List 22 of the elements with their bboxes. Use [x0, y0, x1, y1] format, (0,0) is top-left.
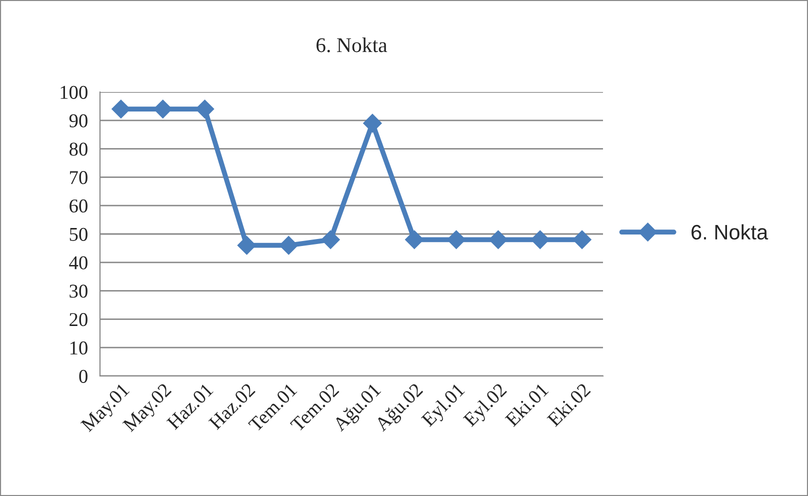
point: [195, 100, 214, 118]
y-tick-label: 50: [70, 228, 88, 241]
point: [530, 230, 550, 250]
y-tick-label: 40: [69, 256, 88, 270]
legend-label: 6. Nokta: [692, 224, 768, 240]
chart-title: 6. Nokta: [316, 38, 388, 52]
point: [112, 100, 130, 118]
y-tick-label: 10: [70, 341, 88, 355]
y-tick-label: 30: [70, 284, 88, 298]
point: [154, 100, 172, 118]
y-tick-label: 100: [60, 86, 88, 99]
y-tick-label: 90: [69, 114, 88, 128]
y-tick-label: 0: [79, 370, 88, 383]
point: [363, 114, 382, 133]
y-tick-label: 60: [70, 199, 88, 213]
point: [279, 236, 298, 255]
y-tick-label: 80: [69, 142, 88, 156]
point: [321, 230, 340, 250]
y-tick-label: 20: [70, 313, 88, 326]
point: [405, 230, 424, 250]
point: [572, 230, 592, 250]
y-tick-label: 70: [70, 171, 88, 184]
